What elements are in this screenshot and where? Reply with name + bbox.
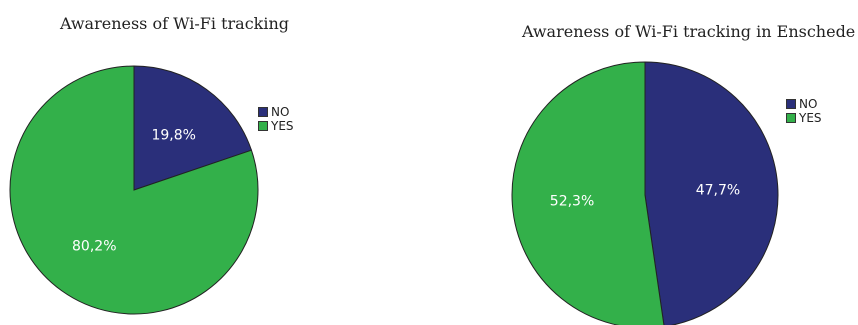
legend-label-no: NO xyxy=(799,97,818,111)
chart-title: Awareness of Wi-Fi tracking xyxy=(60,14,290,33)
legend-swatch-no xyxy=(258,107,268,117)
pie-chart-awareness-enschede: Awareness of Wi-Fi tracking in Enschede … xyxy=(430,0,858,325)
legend-label-yes: YES xyxy=(271,119,294,133)
legend-label-no: NO xyxy=(271,105,290,119)
legend-item-no: NO xyxy=(258,105,294,119)
legend: NO YES xyxy=(258,105,294,133)
chart-title: Awareness of Wi-Fi tracking in Enschede xyxy=(522,22,856,41)
pie-slice-yes xyxy=(511,61,665,325)
data-label-no: 47,7% xyxy=(696,183,740,199)
pie-chart-awareness: Awareness of Wi-Fi tracking 19,8% 80,2% N… xyxy=(0,0,420,325)
data-label-yes: 52,3% xyxy=(550,193,594,209)
pie-plot: 19,8% 80,2% xyxy=(9,65,259,315)
legend-swatch-no xyxy=(786,99,796,109)
legend-item-no: NO xyxy=(786,97,822,111)
legend-item-yes: YES xyxy=(258,119,294,133)
legend-label-yes: YES xyxy=(799,111,822,125)
legend-swatch-yes xyxy=(258,121,268,131)
pie-slice-no xyxy=(133,65,253,191)
legend-swatch-yes xyxy=(786,113,796,123)
pie-plot: 47,7% 52,3% xyxy=(511,61,779,325)
pie-slice-no xyxy=(644,61,779,325)
data-label-no: 19,8% xyxy=(151,128,195,144)
legend-item-yes: YES xyxy=(786,111,822,125)
pie-slice-yes xyxy=(9,65,259,315)
legend: NO YES xyxy=(786,97,822,125)
data-label-yes: 80,2% xyxy=(72,238,116,254)
